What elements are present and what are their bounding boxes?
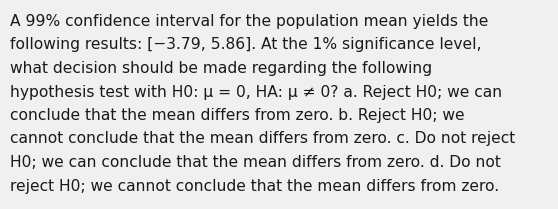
Text: H0; we can conclude that the mean differs from zero. d. Do not: H0; we can conclude that the mean differ… [10,155,501,170]
Text: hypothesis test with H0: μ = 0, HA: μ ≠ 0? a. Reject H0; we can: hypothesis test with H0: μ = 0, HA: μ ≠ … [10,84,502,99]
Text: following results: [−3.79, 5.86]. At the 1% significance level,: following results: [−3.79, 5.86]. At the… [10,37,482,52]
Text: what decision should be made regarding the following: what decision should be made regarding t… [10,61,432,76]
Text: reject H0; we cannot conclude that the mean differs from zero.: reject H0; we cannot conclude that the m… [10,178,499,194]
Text: A 99% confidence interval for the population mean yields the: A 99% confidence interval for the popula… [10,14,488,29]
Text: cannot conclude that the mean differs from zero. c. Do not reject: cannot conclude that the mean differs fr… [10,131,515,147]
Text: conclude that the mean differs from zero. b. Reject H0; we: conclude that the mean differs from zero… [10,108,465,123]
